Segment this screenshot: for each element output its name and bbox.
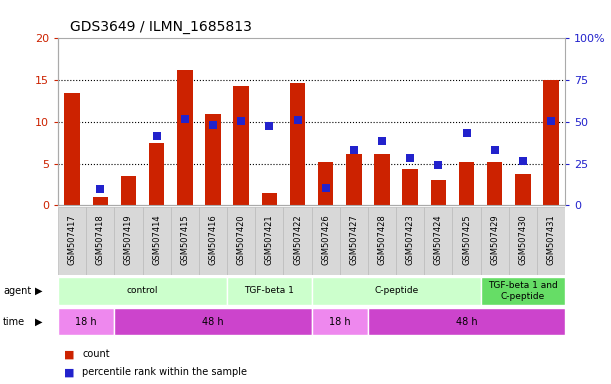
Text: ▶: ▶ [35,316,43,327]
Text: TGF-beta 1: TGF-beta 1 [244,286,295,295]
Bar [199,207,227,275]
Point [208,122,218,128]
Text: count: count [82,349,110,359]
Bar [177,70,192,205]
Bar [537,207,565,275]
Point [462,130,472,136]
Text: 48 h: 48 h [456,316,477,327]
Bar [233,86,249,205]
Bar [318,162,334,205]
Bar [290,83,306,205]
Text: GSM507431: GSM507431 [547,214,555,265]
Bar [92,197,108,205]
Bar [515,174,531,205]
Text: GSM507430: GSM507430 [518,214,527,265]
Text: GSM507416: GSM507416 [208,214,218,265]
Bar [340,207,368,275]
Bar [424,207,453,275]
Point [405,155,415,161]
Point [490,147,500,153]
Point [152,133,161,139]
Text: ■: ■ [64,367,75,377]
Bar [114,308,312,336]
Text: GSM507427: GSM507427 [349,214,359,265]
Text: GSM507418: GSM507418 [96,214,105,265]
Bar [205,114,221,205]
Bar [58,207,86,275]
Text: GSM507417: GSM507417 [68,214,76,265]
Point [377,138,387,144]
Bar [312,207,340,275]
Bar [227,207,255,275]
Bar [262,193,277,205]
Text: 48 h: 48 h [202,316,224,327]
Bar [121,176,136,205]
Text: GSM507424: GSM507424 [434,214,443,265]
Bar [396,207,424,275]
Text: 18 h: 18 h [329,316,351,327]
Bar [58,308,114,336]
Text: GDS3649 / ILMN_1685813: GDS3649 / ILMN_1685813 [70,20,252,34]
Bar [255,207,284,275]
Point [180,116,189,122]
Bar [86,207,114,275]
Bar [459,162,474,205]
Text: GSM507426: GSM507426 [321,214,330,265]
Bar [453,207,481,275]
Text: GSM507428: GSM507428 [378,214,387,265]
Bar [170,207,199,275]
Text: GSM507429: GSM507429 [490,214,499,265]
Bar [509,207,537,275]
Point [293,117,302,123]
Text: ■: ■ [64,349,75,359]
Point [434,162,444,169]
Text: GSM507414: GSM507414 [152,214,161,265]
Text: GSM507420: GSM507420 [236,214,246,265]
Text: GSM507415: GSM507415 [180,214,189,265]
Text: GSM507423: GSM507423 [406,214,415,265]
Bar [487,162,502,205]
Text: C-peptide: C-peptide [374,286,419,295]
Bar [543,80,559,205]
Text: GSM507425: GSM507425 [462,214,471,265]
Bar [58,277,227,305]
Text: TGF-beta 1 and
C-peptide: TGF-beta 1 and C-peptide [488,281,558,301]
Point [546,118,556,124]
Bar [403,169,418,205]
Bar [142,207,170,275]
Text: 18 h: 18 h [75,316,97,327]
Bar [312,277,481,305]
Bar [312,308,368,336]
Text: GSM507419: GSM507419 [124,214,133,265]
Text: time: time [3,316,25,327]
Bar [368,207,396,275]
Text: control: control [127,286,158,295]
Point [349,147,359,153]
Point [518,158,528,164]
Text: agent: agent [3,286,31,296]
Bar [431,180,446,205]
Bar [346,154,362,205]
Bar [64,93,80,205]
Bar [284,207,312,275]
Bar [481,207,509,275]
Text: GSM507422: GSM507422 [293,214,302,265]
Point [265,123,274,129]
Bar [227,277,312,305]
Text: ▶: ▶ [35,286,43,296]
Point [95,186,105,192]
Text: percentile rank within the sample: percentile rank within the sample [82,367,247,377]
Point [236,118,246,124]
Bar [375,154,390,205]
Point [321,185,331,191]
Bar [114,207,142,275]
Text: GSM507421: GSM507421 [265,214,274,265]
Bar [481,277,565,305]
Bar [368,308,565,336]
Bar [149,143,164,205]
